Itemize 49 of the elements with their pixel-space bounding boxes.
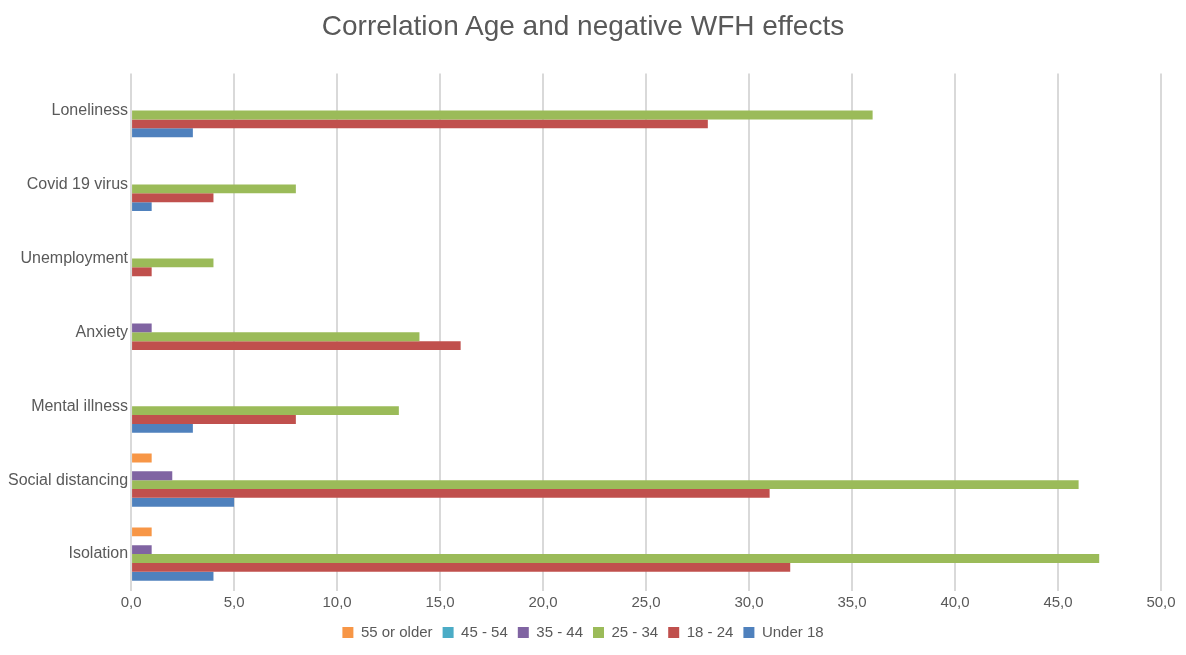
bar (132, 480, 1079, 489)
y-tick-label: Covid 19 virus (26, 174, 129, 192)
bar (132, 267, 152, 277)
bar (132, 453, 152, 463)
bar (132, 497, 235, 507)
legend-label: 45 - 54 (461, 622, 508, 640)
y-tick-label: Social distancing (7, 470, 129, 488)
bar (132, 545, 152, 555)
bar (132, 415, 296, 424)
x-tick-label: 15,0 (425, 593, 455, 611)
x-tick-label: 0,0 (120, 593, 142, 611)
bar (132, 110, 873, 120)
bar (132, 184, 296, 194)
legend-label: 55 or older (360, 622, 433, 640)
x-tick-label: 20,0 (528, 593, 558, 611)
y-tick-label: Anxiety (75, 322, 129, 340)
bar (132, 423, 193, 433)
legend-label: 18 - 24 (686, 622, 734, 640)
x-tick-label: 35,0 (837, 593, 867, 611)
bar (132, 341, 461, 351)
legend-label: 35 - 44 (536, 622, 584, 640)
y-tick-label: Loneliness (51, 100, 129, 118)
x-tick-label: 45,0 (1043, 593, 1073, 611)
bar (132, 332, 420, 342)
bar (132, 571, 214, 581)
legend-label: 25 - 34 (611, 622, 659, 640)
bar (132, 471, 173, 481)
chart-title: Correlation Age and negative WFH effects (321, 9, 845, 41)
legend-label: Under 18 (761, 622, 824, 640)
x-tick-label: 5,0 (223, 593, 245, 611)
bar (132, 527, 152, 537)
bar (132, 323, 152, 333)
y-tick-label: Mental illness (31, 396, 129, 414)
x-tick-label: 25,0 (631, 593, 661, 611)
x-tick-label: 40,0 (940, 593, 970, 611)
y-tick-label: Isolation (68, 544, 129, 562)
x-tick-label: 50,0 (1146, 593, 1176, 611)
bar (132, 128, 193, 138)
bar (132, 193, 214, 203)
bar (132, 562, 791, 572)
bar (132, 258, 214, 268)
bar (132, 406, 399, 416)
bar (132, 202, 152, 212)
y-tick-label: Unemployment (20, 248, 129, 266)
x-tick-label: 10,0 (322, 593, 352, 611)
bar (132, 119, 708, 129)
x-tick-label: 30,0 (734, 593, 764, 611)
bar (132, 554, 1100, 563)
bar (132, 489, 770, 498)
